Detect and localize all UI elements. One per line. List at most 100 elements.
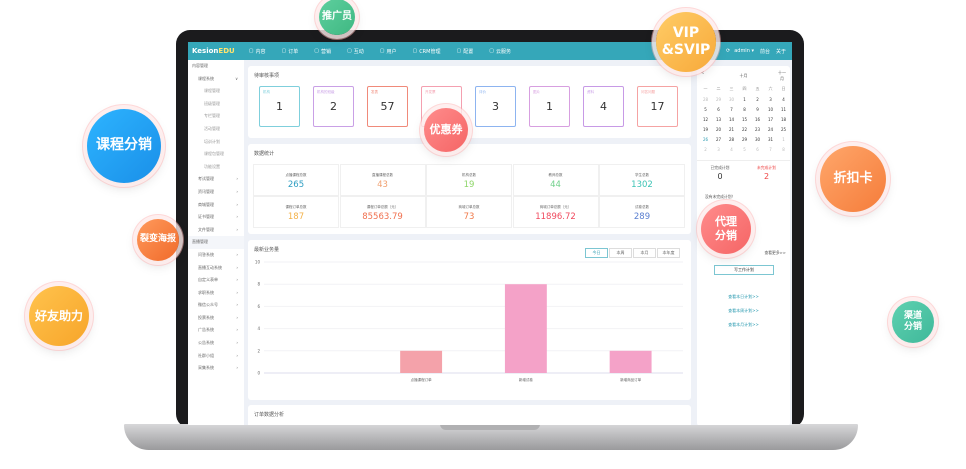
calendar-next[interactable]: 十一月 [778,70,786,81]
sidebar-item[interactable]: 课程包管理 [188,148,244,161]
calendar-day[interactable]: 30 [754,136,761,142]
calendar-day[interactable]: 5 [704,106,707,112]
tab-2[interactable]: 本月 [633,248,656,258]
calendar-day[interactable]: 26 [702,136,709,142]
calendar-day[interactable]: 23 [754,126,761,132]
calendar-day[interactable]: 27 [715,136,722,142]
calendar: 一二三四五六日 28 29 30 1 2 3 4 5 6 7 8 9 10 11 12 13 14 15 16 17 18… [699,84,790,154]
calendar-prev[interactable]: < [701,70,705,75]
calendar-day[interactable]: 28 [702,96,709,102]
calendar-day[interactable]: 8 [782,146,785,152]
nav-item[interactable]: ▢ 内容 [249,48,266,55]
nav-item[interactable]: ▢ 互动 [347,48,364,55]
refresh-icon[interactable]: ⟳ [726,48,731,54]
tab-3[interactable]: 本年度 [657,248,680,258]
pending-card[interactable]: 问答问题 17 [637,86,678,127]
pending-card[interactable]: 评价 3 [475,86,516,127]
sidebar-item[interactable]: 内容管理 [188,60,244,73]
sidebar-item[interactable]: 公告系统 › [188,337,244,350]
sidebar-item[interactable]: 班级管理 [188,98,244,111]
sidebar-item[interactable]: 广告系统 › [188,324,244,337]
calendar-day[interactable]: 28 [728,136,735,142]
sidebar-item[interactable]: 课程系统 ∨ [188,73,244,86]
calendar-day[interactable]: 1 [743,96,746,102]
calendar-day[interactable]: 8 [743,106,746,112]
sidebar-item[interactable]: 问答系统 › [188,249,244,262]
sidebar-item[interactable]: 求职系统 › [188,287,244,300]
calendar-day[interactable]: 11 [780,106,787,112]
calendar-day[interactable]: 3 [717,146,720,152]
calendar-day[interactable]: 31 [767,136,774,142]
calendar-day[interactable]: 2 [756,96,759,102]
calendar-day[interactable]: 14 [728,116,735,122]
calendar-day[interactable]: 13 [715,116,722,122]
sidebar-item[interactable]: 证书管理 › [188,211,244,224]
nav-item[interactable]: ▢ 订单 [281,48,298,55]
sidebar-item[interactable]: 考试管理 › [188,173,244,186]
nav-item[interactable]: ▢ 用户 [380,48,397,55]
sidebar-item[interactable]: 专栏管理 [188,110,244,123]
feature-bubble: 折扣卡 [820,146,886,212]
sidebar-item[interactable]: 直播互动系统 › [188,262,244,275]
sidebar-item[interactable]: 投票系统 › [188,312,244,325]
pending-card[interactable]: 机构的班级 2 [313,86,354,127]
pending-card[interactable]: 图片 1 [529,86,570,127]
calendar-day[interactable]: 30 [728,96,735,102]
calendar-day[interactable]: 6 [717,106,720,112]
month-plan-link[interactable]: 查看本月计划>> [728,322,759,327]
calendar-day[interactable]: 9 [756,106,759,112]
link-frontend[interactable]: 前台 [759,48,770,55]
calendar-day[interactable]: 19 [702,126,709,132]
calendar-day[interactable]: 25 [780,126,787,132]
sidebar-item[interactable]: 文件管理 › [188,224,244,237]
calendar-day[interactable]: 29 [715,96,722,102]
calendar-day[interactable]: 12 [702,116,709,122]
sidebar-item[interactable]: 功能设置 [188,161,244,174]
calendar-day[interactable]: 4 [782,96,785,102]
sidebar-item[interactable]: 社群小组 › [188,350,244,363]
calendar-day[interactable]: 24 [767,126,774,132]
sidebar-item[interactable]: 资讯管理 › [188,186,244,199]
more-link[interactable]: 查看更多>> [764,250,786,255]
sidebar-item[interactable]: 直播管理 [188,236,244,249]
nav-item[interactable]: ▢ 云服务 [489,48,511,55]
pending-card[interactable]: 机构 1 [259,86,300,127]
tab-0[interactable]: 今日 [585,248,608,258]
calendar-day[interactable]: 22 [741,126,748,132]
nav-item[interactable]: ▢ CRM管理 [412,48,440,55]
calendar-day[interactable]: 29 [741,136,748,142]
calendar-day[interactable]: 15 [741,116,748,122]
sidebar-item[interactable]: 商城管理 › [188,199,244,212]
sidebar-item[interactable]: 自定义表单 › [188,274,244,287]
calendar-day[interactable]: 2 [704,146,707,152]
day-plan-link[interactable]: 查看本日计划>> [728,294,759,299]
calendar-day[interactable]: 20 [715,126,722,132]
sidebar-item[interactable]: 采集系统 › [188,362,244,375]
calendar-day[interactable]: 6 [756,146,759,152]
link-about[interactable]: 关于 [775,48,786,55]
sidebar-item[interactable]: 活动管理 [188,123,244,136]
calendar-day[interactable]: 1 [782,136,785,142]
calendar-day[interactable]: 17 [767,116,774,122]
calendar-day[interactable]: 18 [780,116,787,122]
write-plan-button[interactable]: 写工作计划 [714,265,774,275]
tab-1[interactable]: 本周 [609,248,632,258]
sidebar-item[interactable]: 微信公众号 › [188,299,244,312]
calendar-day[interactable]: 16 [754,116,761,122]
nav-item[interactable]: ▢ 配置 [456,48,473,55]
calendar-day[interactable]: 7 [730,106,733,112]
calendar-day[interactable]: 5 [743,146,746,152]
calendar-day[interactable]: 7 [769,146,772,152]
calendar-day[interactable]: 4 [730,146,733,152]
calendar-day[interactable]: 3 [769,96,772,102]
week-plan-link[interactable]: 查看本周计划>> [728,308,759,313]
sidebar-item[interactable]: 课程管理 [188,85,244,98]
user-menu[interactable]: admin ▾ [734,48,754,54]
sidebar-item[interactable]: 培训计划 [188,136,244,149]
pending-card[interactable]: 资料 4 [583,86,624,127]
stat-label: 直播课程总数 [372,173,393,177]
calendar-day[interactable]: 21 [728,126,735,132]
nav-item[interactable]: ▢ 营销 [314,48,331,55]
pending-card[interactable]: 发表 57 [367,86,408,127]
calendar-day[interactable]: 10 [767,106,774,112]
